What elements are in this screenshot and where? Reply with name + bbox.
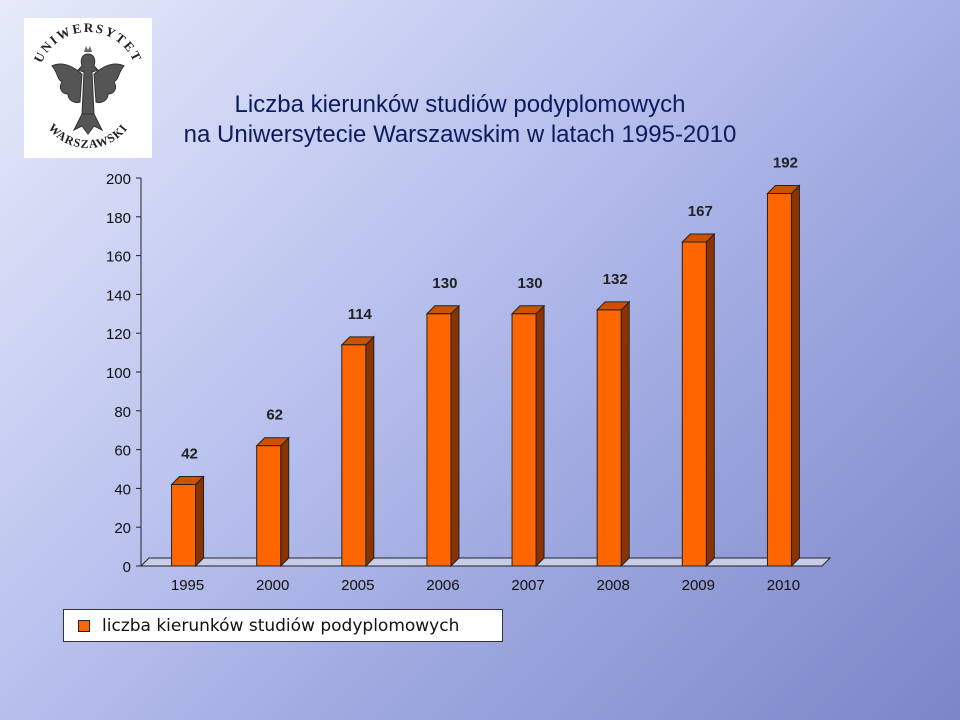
x-tick-label: 2005 [341, 577, 374, 594]
y-tick-label: 200 [106, 171, 131, 188]
y-tick-label: 20 [114, 520, 131, 537]
y-tick-label: 40 [114, 481, 131, 498]
x-tick-label: 1995 [171, 577, 204, 594]
x-tick-label: 2010 [767, 577, 800, 594]
bar-side [535, 304, 545, 568]
x-tick-label: 2000 [256, 577, 289, 594]
data-label: 167 [688, 203, 713, 220]
bar-side [280, 436, 290, 568]
data-label: 130 [518, 275, 543, 292]
y-tick-label: 120 [106, 326, 131, 343]
bar [681, 241, 707, 567]
data-label: 114 [348, 306, 373, 323]
y-tick-label: 160 [106, 249, 131, 266]
bar [426, 313, 452, 567]
data-label: 132 [603, 271, 628, 288]
legend-label: liczba kierunków studiów podyplomowych [102, 615, 460, 636]
bar-side [450, 304, 460, 568]
x-tick-label: 2006 [426, 577, 459, 594]
data-label: 130 [432, 275, 457, 292]
x-tick-label: 2007 [511, 577, 544, 594]
data-label: 62 [266, 407, 283, 424]
data-label: 192 [773, 155, 798, 172]
bar [256, 445, 282, 567]
bar-side [790, 184, 800, 568]
y-tick-label: 60 [114, 443, 131, 460]
bar-side [195, 475, 205, 568]
bar [171, 484, 197, 567]
chart-title: Liczba kierunków studiów podyplomowych n… [180, 90, 740, 150]
chart-title-line2: na Uniwersytecie Warszawskim w latach 19… [183, 121, 737, 148]
chart-title-line1: Liczba kierunków studiów podyplomowych [234, 91, 686, 118]
bar-side [620, 300, 630, 568]
y-tick-label: 0 [123, 559, 131, 576]
bar [596, 309, 622, 567]
bar [766, 193, 792, 567]
legend-swatch [78, 619, 90, 632]
y-tick-label: 140 [106, 287, 131, 304]
bar-side [365, 335, 375, 568]
y-tick-label: 180 [106, 210, 131, 227]
bar [511, 313, 537, 567]
eagle-seal-icon: UNIWERSYTET WARSZAWSKI [31, 20, 144, 151]
bar-side [705, 232, 715, 568]
x-tick-label: 2009 [682, 577, 715, 594]
x-tick-label: 2008 [597, 577, 630, 594]
y-tick-label: 80 [114, 404, 131, 421]
data-label: 42 [181, 446, 198, 463]
chart-floor [139, 557, 832, 567]
bar [341, 344, 367, 567]
y-tick-label: 100 [106, 365, 131, 382]
legend: liczba kierunków studiów podyplomowych [63, 609, 503, 642]
university-logo: UNIWERSYTET WARSZAWSKI [24, 18, 152, 158]
